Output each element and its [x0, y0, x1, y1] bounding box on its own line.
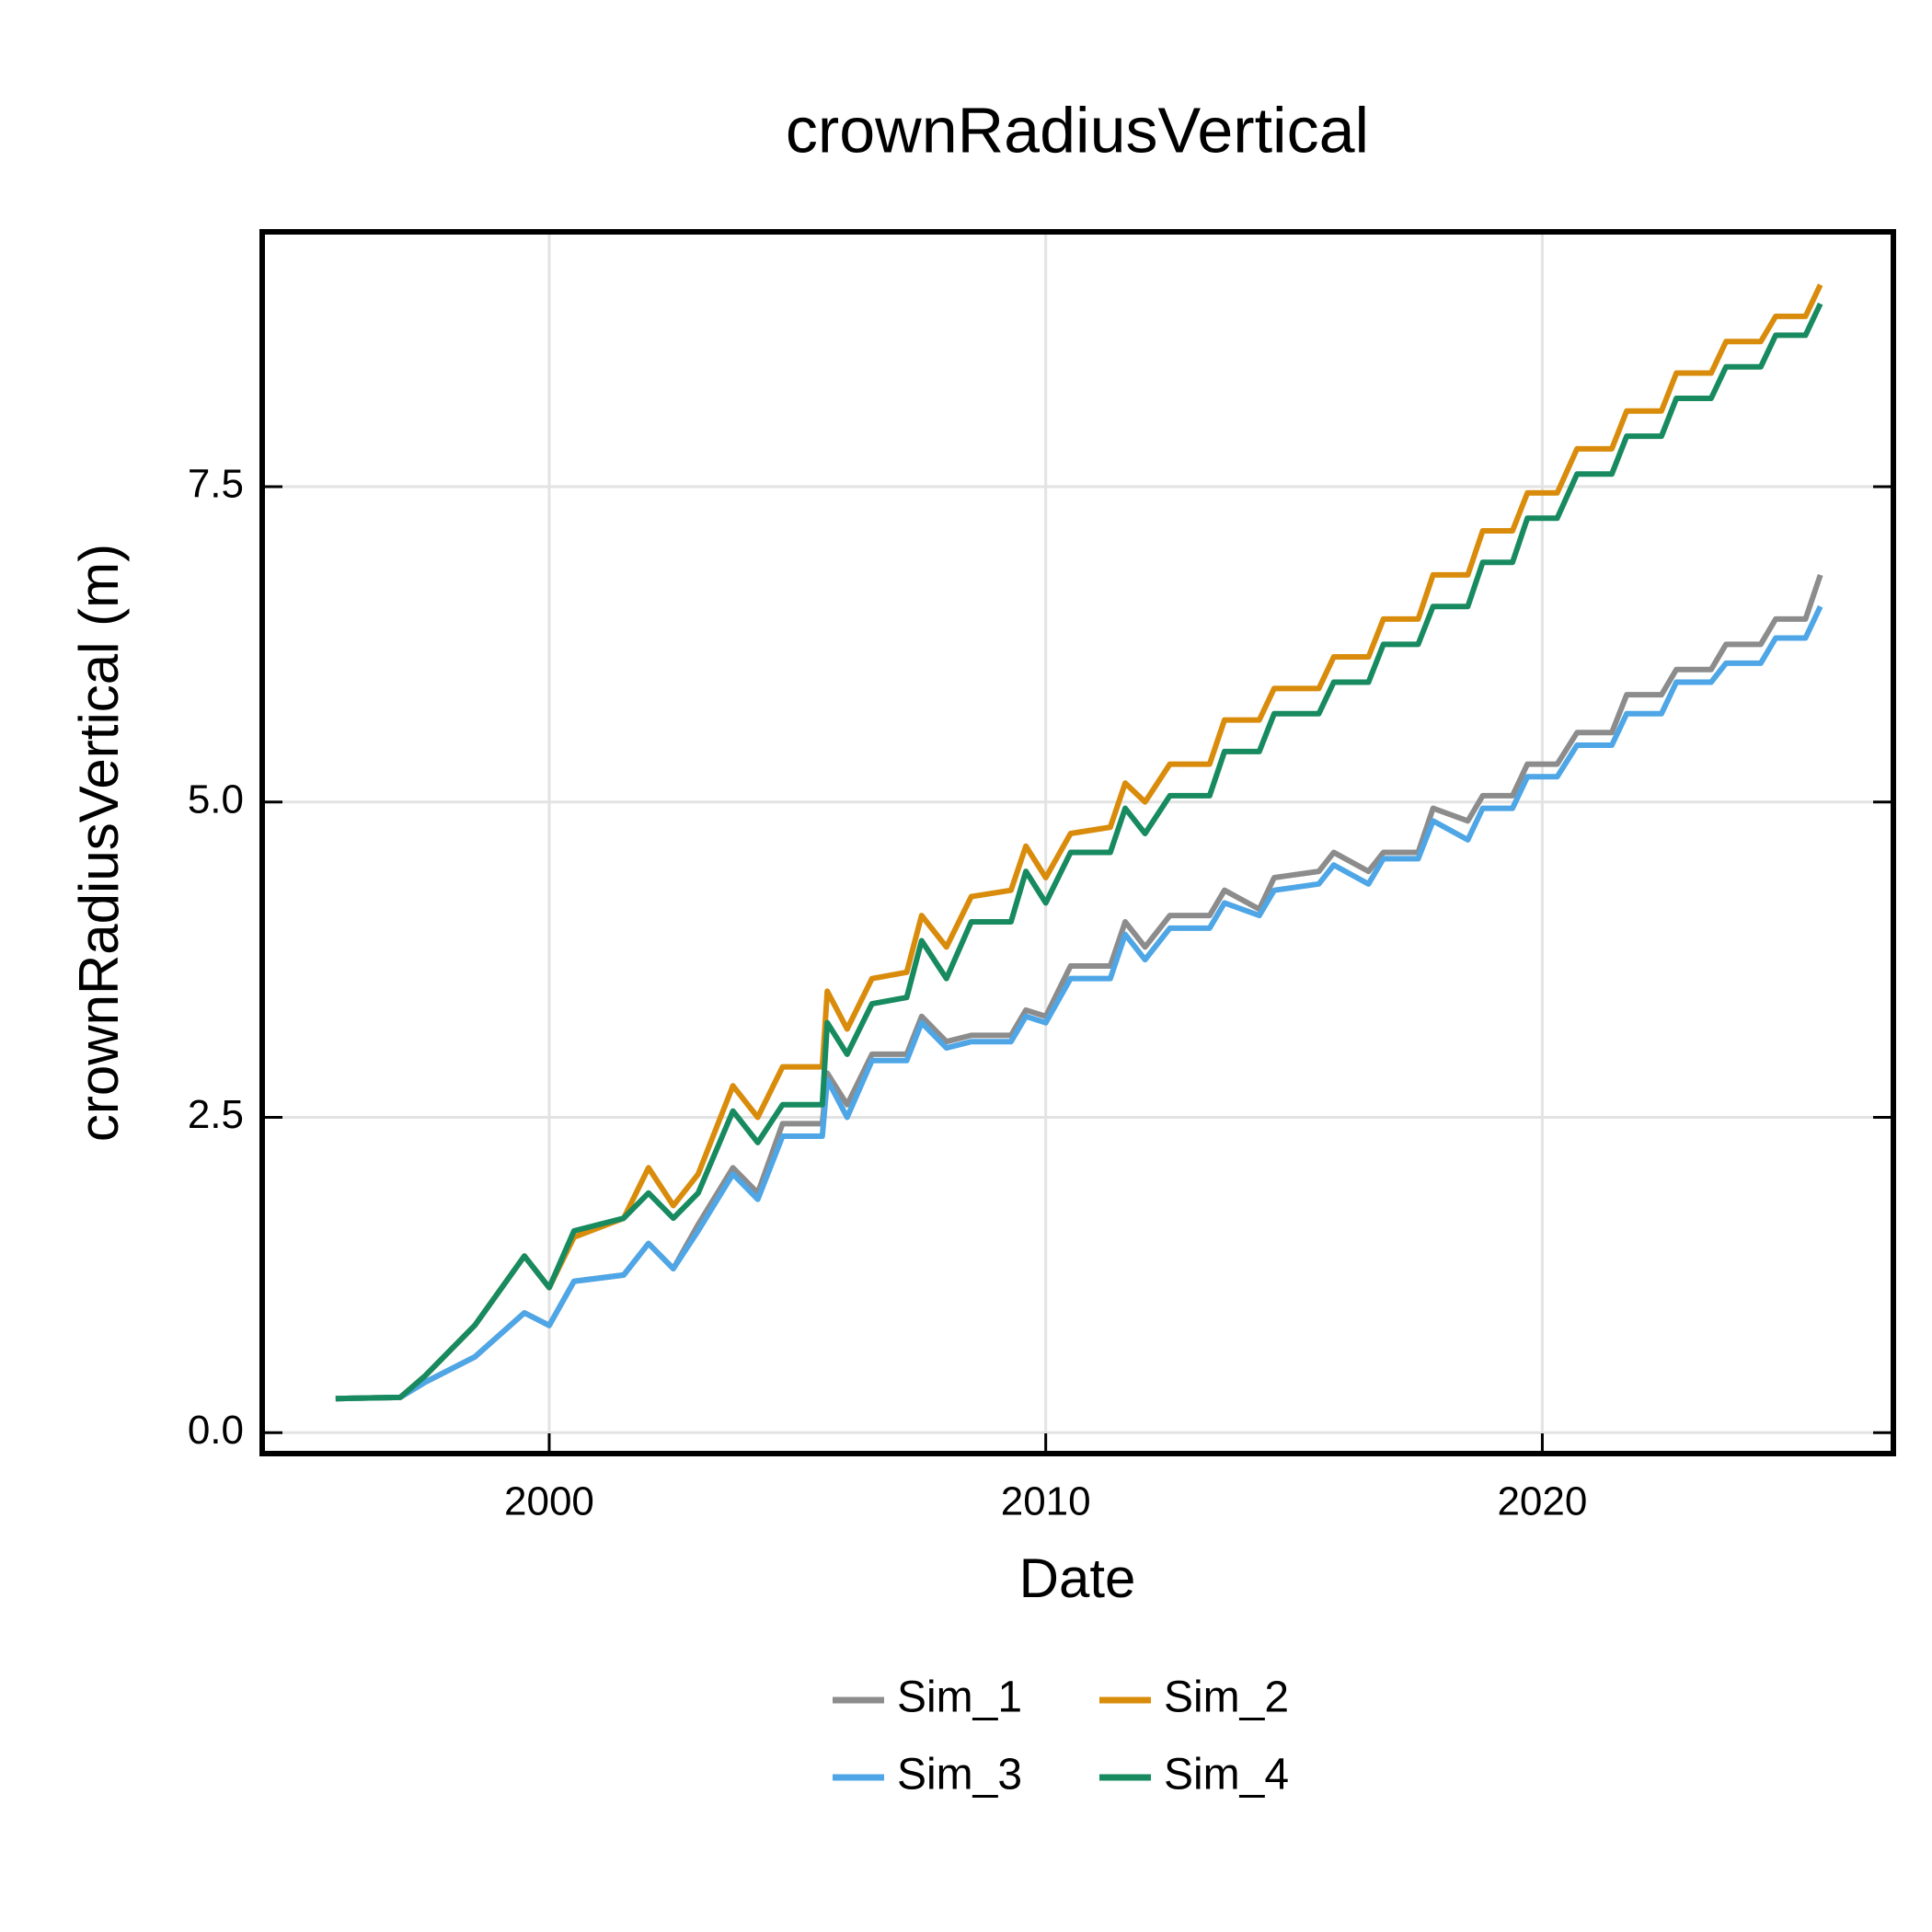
- series-line: [335, 604, 1823, 1402]
- y-tick-label: 0.0: [188, 1408, 244, 1453]
- x-axis-label: Date: [1019, 1547, 1136, 1609]
- y-axis-label: crownRadiusVertical (m): [68, 544, 130, 1142]
- y-tick-label: 5.0: [188, 776, 244, 822]
- legend-label: Sim_4: [1164, 1751, 1289, 1800]
- y-tick-label: 7.5: [188, 462, 244, 507]
- legend-label: Sim_2: [1164, 1673, 1289, 1722]
- legend-label: Sim_3: [897, 1751, 1022, 1800]
- chart-title: crownRadiusVertical: [786, 94, 1369, 166]
- legend-label: Sim_1: [897, 1673, 1022, 1722]
- x-tick-label: 2010: [1001, 1479, 1091, 1524]
- series-line: [335, 302, 1823, 1402]
- x-tick-label: 2000: [504, 1479, 594, 1524]
- y-tick-label: 2.5: [188, 1092, 244, 1137]
- x-tick-label: 2020: [1497, 1479, 1587, 1524]
- plot-frame: [259, 229, 1896, 1456]
- series-line: [335, 283, 1823, 1402]
